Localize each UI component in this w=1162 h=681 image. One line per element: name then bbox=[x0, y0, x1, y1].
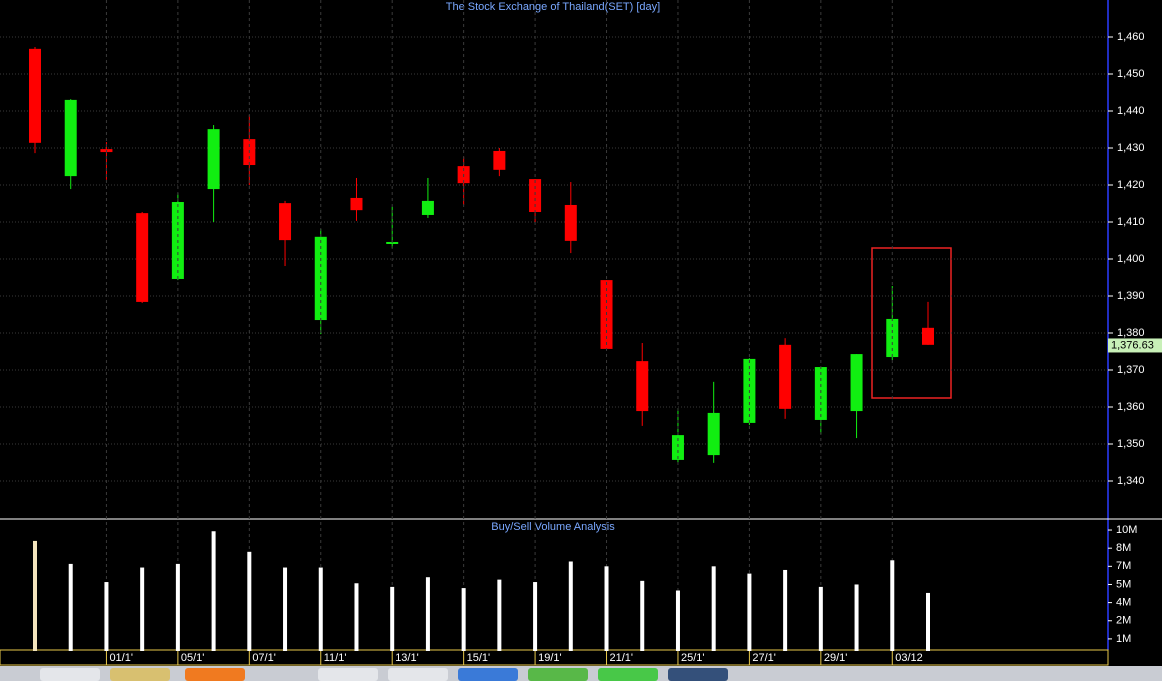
panel-title: Buy/Sell Volume Analysis bbox=[491, 521, 615, 533]
volume-bar bbox=[461, 588, 466, 651]
x-tick-label: 05/1' bbox=[181, 652, 205, 664]
candle-body bbox=[29, 48, 41, 143]
taskbar-button[interactable] bbox=[458, 668, 518, 681]
y-tick-label: 1,380 bbox=[1117, 327, 1145, 339]
candle-body bbox=[922, 327, 934, 345]
y-tick-label: 1,460 bbox=[1117, 31, 1145, 43]
x-tick-label: 03/12 bbox=[895, 652, 923, 664]
candle-body bbox=[707, 412, 720, 456]
candle-body bbox=[779, 344, 792, 409]
volume-bar bbox=[211, 531, 216, 651]
y-tick-label: 1M bbox=[1116, 633, 1131, 645]
y-tick-label: 1,360 bbox=[1117, 401, 1145, 413]
y-tick-label: 1,400 bbox=[1117, 253, 1145, 265]
y-tick-label: 1,430 bbox=[1117, 142, 1145, 154]
volume-bar bbox=[175, 563, 180, 651]
y-tick-label: 4M bbox=[1116, 597, 1131, 609]
volume-bar bbox=[533, 582, 538, 651]
taskbar bbox=[0, 666, 1162, 681]
volume-bar bbox=[497, 579, 502, 651]
x-tick-label: 27/1' bbox=[752, 652, 776, 664]
volume-bar bbox=[640, 580, 645, 651]
volume-bar bbox=[140, 567, 145, 651]
y-tick-label: 1,450 bbox=[1117, 68, 1145, 80]
candle-body bbox=[64, 99, 77, 177]
volume-bar bbox=[675, 590, 680, 651]
volume-bar bbox=[926, 592, 930, 651]
candle-body bbox=[279, 203, 292, 241]
last-price-badge bbox=[1108, 338, 1162, 353]
x-tick-label: 25/1' bbox=[681, 652, 705, 664]
volume-bar bbox=[604, 566, 609, 651]
y-tick-label: 10M bbox=[1116, 524, 1137, 536]
y-tick-label: 1,350 bbox=[1117, 438, 1145, 450]
x-tick-label: 11/1' bbox=[324, 652, 347, 664]
volume-bar bbox=[747, 573, 752, 651]
taskbar-button[interactable] bbox=[40, 668, 100, 681]
x-tick-label: 01/1' bbox=[109, 652, 133, 664]
volume-bar bbox=[68, 563, 73, 651]
highlight-box bbox=[871, 247, 952, 399]
x-tick-label: 29/1' bbox=[824, 652, 848, 664]
candle-body bbox=[850, 354, 863, 412]
taskbar-button[interactable] bbox=[528, 668, 588, 681]
volume-bar bbox=[425, 577, 430, 651]
x-tick-label: 15/1' bbox=[467, 652, 491, 664]
volume-bar bbox=[283, 567, 288, 651]
volume-bar bbox=[890, 560, 895, 651]
candle-body bbox=[421, 200, 434, 215]
candle-body bbox=[529, 179, 542, 213]
candle-body bbox=[564, 204, 577, 241]
volume-bar bbox=[33, 540, 37, 651]
volume-bar bbox=[783, 569, 788, 651]
candle-body bbox=[636, 361, 649, 412]
x-tick-label: 19/1' bbox=[538, 652, 562, 664]
y-tick-label: 7M bbox=[1116, 560, 1131, 572]
x-tick-label: 21/1' bbox=[610, 652, 634, 664]
taskbar-button[interactable] bbox=[668, 668, 728, 681]
volume-bar bbox=[854, 584, 859, 651]
candle-body bbox=[136, 213, 149, 302]
y-tick-label: 1,340 bbox=[1117, 475, 1145, 487]
y-tick-label: 1,370 bbox=[1117, 364, 1145, 376]
volume-bar bbox=[390, 586, 395, 651]
candle-body bbox=[207, 129, 220, 190]
taskbar-button[interactable] bbox=[110, 668, 170, 681]
candle-body bbox=[493, 150, 506, 170]
date-axis-band bbox=[0, 649, 1109, 666]
y-tick-label: 1,420 bbox=[1117, 179, 1145, 191]
candle-body bbox=[814, 367, 827, 420]
x-tick-label: 07/1' bbox=[252, 652, 276, 664]
last-price-label: 1,376.63 bbox=[1111, 339, 1154, 351]
volume-bar bbox=[247, 551, 252, 651]
y-tick-label: 1,440 bbox=[1117, 105, 1145, 117]
y-tick-label: 5M bbox=[1116, 578, 1131, 590]
taskbar-button[interactable] bbox=[318, 668, 378, 681]
volume-bar bbox=[568, 561, 573, 651]
y-tick-label: 2M bbox=[1116, 615, 1131, 627]
taskbar-button[interactable] bbox=[185, 668, 245, 681]
y-tick-label: 1,410 bbox=[1117, 216, 1145, 228]
volume-bar bbox=[318, 567, 323, 651]
chart-title: The Stock Exchange of Thailand(SET) [day… bbox=[446, 1, 660, 13]
volume-bar bbox=[104, 582, 109, 651]
y-tick-label: 8M bbox=[1116, 542, 1131, 554]
volume-bar bbox=[818, 586, 823, 651]
taskbar-button[interactable] bbox=[388, 668, 448, 681]
candle-body bbox=[350, 197, 363, 211]
taskbar-button[interactable] bbox=[598, 668, 658, 681]
volume-bar bbox=[711, 566, 716, 651]
x-tick-label: 13/1' bbox=[395, 652, 419, 664]
y-tick-label: 1,390 bbox=[1117, 290, 1145, 302]
candle-body bbox=[671, 435, 684, 460]
volume-bar bbox=[354, 583, 359, 651]
